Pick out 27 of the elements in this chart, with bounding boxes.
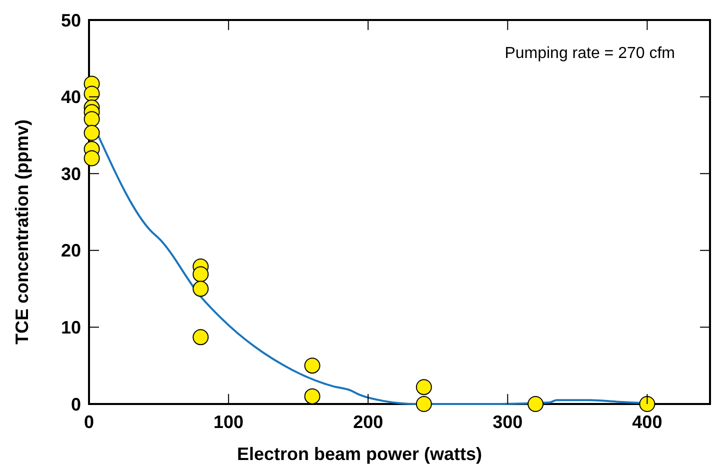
x-tick-label: 400	[632, 412, 662, 432]
x-tick-label: 200	[353, 412, 384, 432]
y-tick-label: 30	[60, 164, 81, 184]
x-tick-label: 100	[214, 412, 244, 432]
x-tick-label: 300	[492, 412, 523, 432]
y-tick-label: 0	[70, 394, 81, 414]
point	[192, 266, 209, 282]
point	[84, 111, 100, 128]
y-tick-label: 10	[60, 318, 81, 338]
point	[84, 150, 100, 166]
y-tick-label: 20	[60, 240, 81, 261]
y-tick-label: 40	[60, 87, 81, 108]
point	[304, 358, 320, 374]
point	[192, 280, 209, 297]
point	[304, 388, 320, 404]
y-axis-title: TCE concentration (ppmv)	[12, 119, 32, 345]
point	[84, 124, 100, 141]
point	[416, 396, 432, 412]
point	[528, 396, 544, 412]
x-tick-label: 0	[84, 412, 94, 432]
point	[192, 329, 209, 346]
point	[84, 86, 100, 102]
point	[416, 379, 432, 396]
x-axis-title: Electron beam power (watts)	[236, 444, 482, 464]
point	[639, 396, 656, 412]
annotation: Pumping rate = 270 cfm	[504, 45, 675, 62]
y-tick-label: 50	[60, 10, 81, 30]
